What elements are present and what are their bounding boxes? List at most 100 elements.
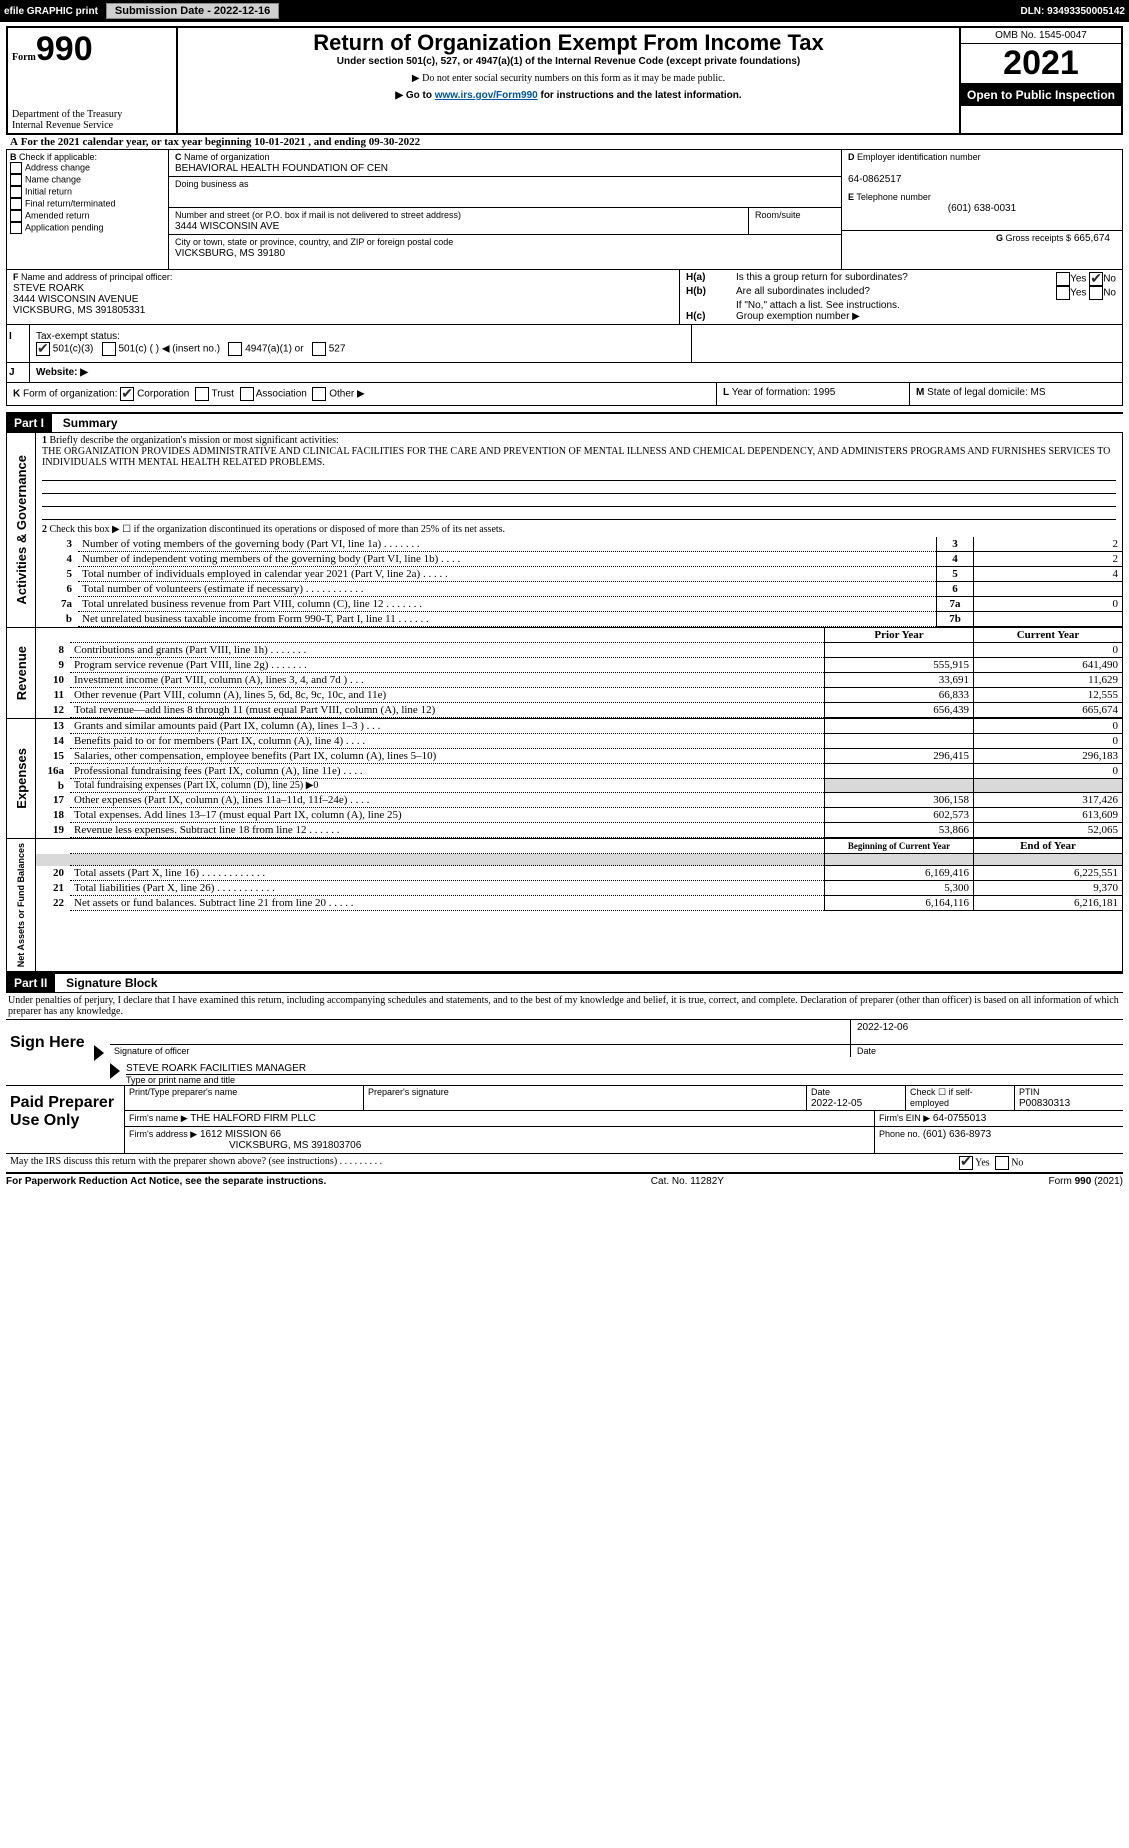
firm-phone-value: (601) 636-8973 [923,1129,991,1140]
section-h: H(a) Is this a group return for subordin… [680,270,1122,324]
vlabel-netassets: Net Assets or Fund Balances [14,839,28,971]
form-header: Form990 Department of the Treasury Inter… [6,26,1123,135]
city-label: City or town, state or province, country… [175,237,453,247]
part1-title: Summary [55,416,118,430]
cb-address-change: Address change [25,162,90,172]
ptin-label: PTIN [1019,1087,1040,1097]
officer-addr2: VICKSBURG, MS 391805331 [13,305,145,316]
section-b: B Check if applicable: Address change Na… [6,150,169,269]
gross-receipts-label: Gross receipts $ [1006,233,1072,243]
preparer-date-value: 2022-12-05 [811,1098,862,1109]
cb-final-return: Final return/terminated [25,198,116,208]
gross-receipts-value: 665,674 [1074,233,1110,244]
open-to-public: Open to Public Inspection [961,84,1121,106]
efile-label: efile GRAPHIC print [4,6,98,17]
form-of-org-label: Form of organization: [23,389,118,400]
form-title: Return of Organization Exempt From Incom… [184,30,953,56]
tax-year: 2021 [961,44,1121,84]
cb-initial-return: Initial return [25,186,72,196]
omb-number: OMB No. 1545-0047 [961,28,1121,44]
check-applicable-label: Check if applicable: [19,152,97,162]
year-formation-value: 1995 [813,387,835,398]
dba-label: Doing business as [175,179,249,189]
room-label: Room/suite [755,210,801,220]
footer-mid: Cat. No. 11282Y [651,1176,724,1187]
preparer-sig-label: Preparer's signature [368,1087,449,1097]
state-domicile-label: State of legal domicile: [927,387,1028,398]
footer-left: For Paperwork Reduction Act Notice, see … [6,1176,326,1187]
subtitle-1: Under section 501(c), 527, or 4947(a)(1)… [184,56,953,67]
self-employed-label: Check ☐ if self-employed [910,1087,973,1108]
goto-suffix: for instructions and the latest informat… [538,90,742,101]
org-name-label: Name of organization [184,152,270,162]
form-number: 990 [36,30,93,68]
hb-question: Are all subordinates included? [736,286,1006,300]
revenue-table: Prior YearCurrent Year 8Contributions an… [36,628,1122,718]
sign-date-label: Date [851,1045,1123,1057]
vlabel-expenses: Expenses [12,744,31,813]
ein-value: 64-0862517 [848,174,901,185]
ha-question: Is this a group return for subordinates? [736,272,1006,286]
part1-header: Part I [6,414,52,432]
sign-arrow-icon-2 [110,1063,120,1079]
ptin-value: P00830313 [1019,1098,1070,1109]
firm-addr1-value: 1612 MISSION 66 [200,1129,281,1140]
firm-addr2-value: VICKSBURG, MS 391803706 [129,1140,361,1151]
penalty-text: Under penalties of perjury, I declare th… [6,993,1123,1020]
vlabel-governance: Activities & Governance [12,451,31,609]
irs-label: Internal Revenue Service [12,120,172,131]
submission-date-button[interactable]: Submission Date - 2022-12-16 [106,3,279,19]
mission-text: THE ORGANIZATION PROVIDES ADMINISTRATIVE… [42,446,1110,468]
street-label: Number and street (or P.O. box if mail i… [175,210,461,220]
state-domicile-value: MS [1031,387,1046,398]
q1-label: Briefly describe the organization's miss… [50,435,339,446]
officer-addr1: 3444 WISCONSIN AVENUE [13,294,138,305]
preparer-name-label: Print/Type preparer's name [129,1087,237,1097]
goto-prefix: ▶ Go to [395,90,434,101]
dln-label: DLN: 93493350005142 [1020,6,1125,17]
printed-name-label: Type or print name and title [126,1075,1123,1085]
org-name: BEHAVIORAL HEALTH FOUNDATION OF CEN [175,163,388,174]
firm-name-value: THE HALFORD FIRM PLLC [190,1113,316,1124]
firm-ein-value: 64-0755013 [933,1113,986,1124]
street-value: 3444 WISCONSIN AVE [175,221,279,232]
phone-value: (601) 638-0031 [948,203,1016,214]
top-bar: efile GRAPHIC print Submission Date - 20… [0,0,1129,22]
officer-label: Name and address of principal officer: [21,272,172,282]
city-value: VICKSBURG, MS 39180 [175,248,285,259]
part2-header: Part II [6,974,55,992]
firm-ein-label: Firm's EIN ▶ [879,1113,930,1123]
subtitle-2: ▶ Do not enter social security numbers o… [184,73,953,84]
netassets-table: Beginning of Current YearEnd of Year 20T… [36,839,1122,911]
firm-name-label: Firm's name ▶ [129,1113,188,1123]
calendar-year-line: A For the 2021 calendar year, or tax yea… [6,135,1123,150]
vlabel-revenue: Revenue [12,642,31,704]
cb-amended-return: Amended return [25,210,90,220]
instructions-link[interactable]: www.irs.gov/Form990 [435,90,538,101]
ein-label: Employer identification number [857,152,981,162]
section-c: C Name of organization BEHAVIORAL HEALTH… [169,150,841,269]
discuss-question: May the IRS discuss this return with the… [10,1156,959,1170]
year-formation-label: Year of formation: [732,387,811,398]
form-prefix: Form [12,52,36,63]
dept-label: Department of the Treasury [12,109,172,120]
cb-name-change: Name change [25,174,81,184]
part2-title: Signature Block [58,976,157,990]
website-label: Website: ▶ [36,367,88,378]
footer-right: Form 990 (2021) [1049,1176,1123,1187]
sig-officer-label: Signature of officer [110,1045,851,1057]
officer-printed-name: STEVE ROARK FACILITIES MANAGER [126,1063,1123,1075]
q2-label: Check this box ▶ ☐ if the organization d… [50,524,506,535]
h-note: If "No," attach a list. See instructions… [686,300,1116,311]
expenses-table: 13Grants and similar amounts paid (Part … [36,719,1122,838]
officer-name: STEVE ROARK [13,283,84,294]
hc-label: Group exemption number ▶ [736,311,1116,322]
preparer-date-label: Date [811,1087,830,1097]
section-deg: D Employer identification number 64-0862… [841,150,1123,269]
sign-arrow-icon [94,1045,104,1061]
paid-preparer-label: Paid Preparer Use Only [6,1086,125,1153]
cb-application-pending: Application pending [25,222,104,232]
sign-date-value: 2022-12-06 [851,1020,1123,1045]
phone-label: Telephone number [856,192,931,202]
firm-phone-label: Phone no. [879,1129,920,1139]
